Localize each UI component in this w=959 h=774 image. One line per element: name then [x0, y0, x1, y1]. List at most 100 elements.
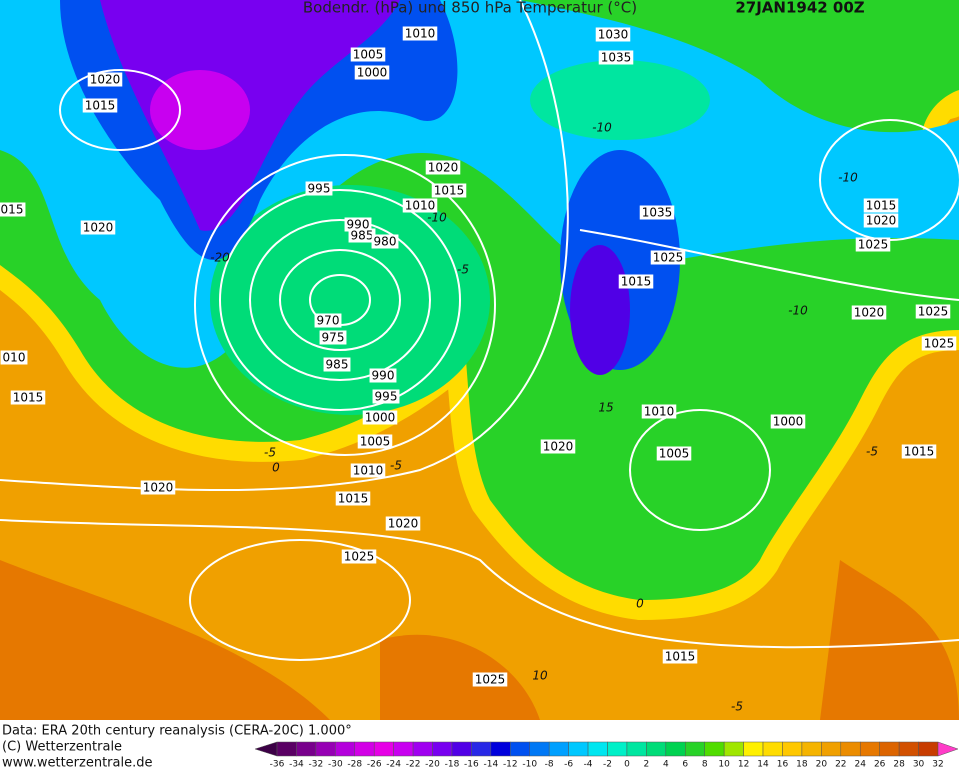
isobar-label-box — [335, 491, 371, 506]
temperature-label: -10 — [788, 304, 808, 318]
isobar — [579, 229, 959, 301]
colorbar-tick-label: 20 — [816, 760, 828, 770]
url-text: www.wetterzentrale.de — [2, 756, 152, 771]
isobar-label-box — [87, 72, 123, 87]
low-area — [210, 185, 490, 415]
isobar-label: 1030 — [598, 28, 629, 42]
extreme-cold-core — [150, 70, 250, 150]
isobar-label: 970 — [317, 314, 340, 328]
colorbar-tick-label: -32 — [309, 760, 324, 770]
color-swatch — [762, 741, 783, 757]
isobar-label: 1015 — [866, 199, 897, 213]
map-title: Bodendr. (hPa) und 850 hPa Temperatur (°… — [303, 0, 637, 17]
color-swatch — [685, 741, 705, 757]
hot-area — [0, 560, 959, 720]
isobar-label: 1025 — [653, 251, 684, 265]
isobar-label-box — [915, 304, 951, 319]
isobars — [0, 0, 959, 661]
temperature-label: -5 — [731, 700, 743, 714]
isobar-label: 995 — [308, 182, 331, 196]
temperature-label: 0 — [636, 597, 644, 611]
isobar-label: 1020 — [543, 440, 574, 454]
color-swatch — [879, 741, 900, 757]
isobar-label-box — [385, 516, 421, 531]
colorbar-tick-label: 2 — [644, 760, 650, 770]
color-swatch — [373, 741, 394, 757]
isobar-label-box — [323, 357, 351, 372]
isobar-label-box — [314, 313, 342, 328]
isobar-label: 1025 — [858, 238, 889, 252]
colorbar-end — [937, 741, 959, 757]
isobar-label-box — [662, 649, 698, 664]
isobar-label: 1020 — [83, 221, 114, 235]
colorbar-tick-label: 6 — [682, 760, 688, 770]
isobar-label: 975 — [322, 331, 345, 345]
copyright-text: (C) Wetterzentrale — [2, 740, 122, 755]
isobar-label: 990 — [347, 218, 370, 232]
source-text: Data: ERA 20th century reanalysis (CERA-… — [2, 724, 352, 739]
isobar-label: 1000 — [357, 66, 388, 80]
colorbar-tick-label: 32 — [932, 760, 943, 770]
isobar-label: 1015 — [904, 445, 935, 459]
isobar-label: 1025 — [475, 673, 506, 687]
colorbar-tick-label: 8 — [702, 760, 708, 770]
isobar-label-box — [598, 50, 634, 65]
colorbar-tick-label: -34 — [289, 760, 304, 770]
colorbar-tick-label: 26 — [874, 760, 886, 770]
isobar-label: 1015 — [621, 275, 652, 289]
colorbar-tick-label: -18 — [445, 760, 460, 770]
colorbar-tick-label: -30 — [328, 760, 343, 770]
isobar-label-box — [863, 213, 899, 228]
isobar-label-box — [863, 198, 899, 213]
color-swatch — [821, 741, 842, 757]
color-swatch — [490, 741, 511, 757]
extreme-cold-area — [100, 0, 400, 231]
isobar-label-box — [402, 26, 438, 41]
isobar-label: 980 — [374, 235, 397, 249]
color-swatch — [840, 741, 861, 757]
color-swatch — [276, 741, 297, 757]
colorbar-tick-label: 22 — [835, 760, 846, 770]
colorbar-tick-label: 12 — [738, 760, 749, 770]
isobar-label-box — [369, 368, 397, 383]
temperature-label: -5 — [457, 263, 469, 277]
mild-area — [530, 60, 710, 140]
colorbar-tick-label: -20 — [425, 760, 440, 770]
isobar — [194, 154, 496, 456]
isobar-label-box — [82, 98, 118, 113]
isobar-label: 1020 — [428, 161, 459, 175]
isobar-label: 1035 — [601, 51, 632, 65]
isobar-label-box — [80, 220, 116, 235]
colorbar-tick-label: 24 — [855, 760, 867, 770]
temperature-label: -5 — [264, 446, 276, 460]
map-date: 27JAN1942 00Z — [735, 0, 864, 17]
isobar-label: 1020 — [388, 517, 419, 531]
isobar-label-box — [362, 410, 398, 425]
color-swatch — [859, 741, 880, 757]
color-swatch — [723, 741, 744, 757]
color-swatch — [782, 741, 803, 757]
colorbar-tick-label: 10 — [718, 760, 730, 770]
isobar-label-box — [540, 439, 576, 454]
isobar-label-box — [372, 389, 400, 404]
colorbar-tick-label: -2 — [603, 760, 612, 770]
temperature-label: -5 — [390, 459, 402, 473]
isobar — [279, 249, 401, 351]
isobar-label: 1005 — [360, 435, 391, 449]
color-swatch — [898, 741, 919, 757]
isobar-label: 1000 — [365, 411, 396, 425]
colorbar-tick-label: 30 — [913, 760, 925, 770]
color-swatch — [315, 741, 336, 757]
color-swatch — [548, 741, 569, 757]
color-swatch — [529, 741, 550, 757]
colorbar-tick-label: -26 — [367, 760, 382, 770]
isobar-label-box — [341, 549, 377, 564]
isobar-label-box — [357, 434, 393, 449]
color-swatch — [354, 741, 375, 757]
colorbar-tick-label: -28 — [347, 760, 362, 770]
isobar-label: 1015 — [85, 99, 116, 113]
isobar-label-box — [10, 390, 46, 405]
isobar-label-box — [472, 672, 508, 687]
color-swatch — [393, 741, 414, 757]
